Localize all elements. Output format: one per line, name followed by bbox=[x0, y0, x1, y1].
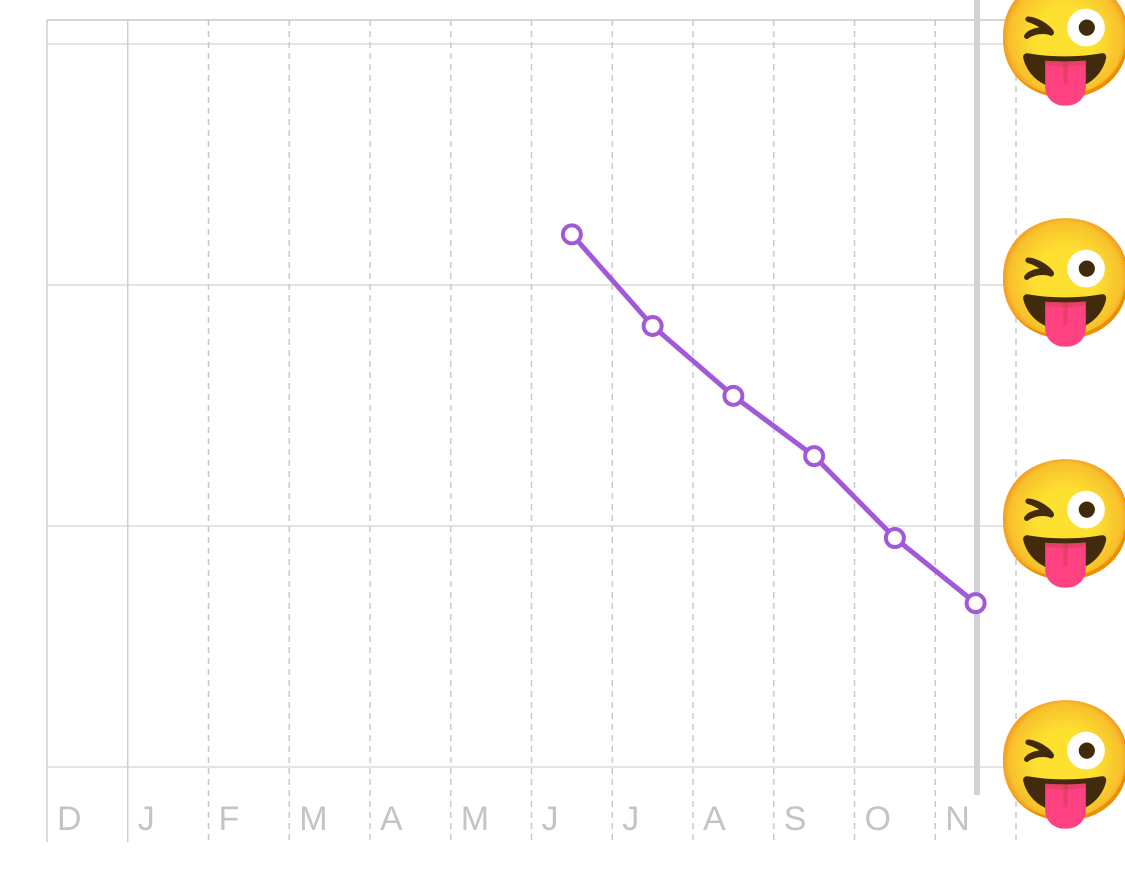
point bbox=[803, 445, 826, 468]
point bbox=[722, 384, 745, 407]
x-tick-label: D bbox=[57, 800, 82, 838]
y-tick-label: 😜 bbox=[993, 696, 1125, 832]
point bbox=[560, 223, 583, 246]
x-tick-label: A bbox=[703, 800, 726, 838]
x-tick-label: J bbox=[542, 800, 559, 838]
y-tick-label: 😜 bbox=[993, 0, 1125, 109]
x-tick-label: S bbox=[784, 800, 807, 838]
y-tick-label: 😜 bbox=[993, 455, 1125, 591]
y-tick-label: 😜 bbox=[993, 214, 1125, 350]
x-tick-label: O bbox=[865, 800, 891, 838]
x-tick-label: M bbox=[461, 800, 489, 838]
x-tick-label: F bbox=[219, 800, 240, 838]
x-tick-label: J bbox=[622, 800, 639, 838]
x-tick-label: A bbox=[380, 800, 403, 838]
point bbox=[964, 592, 987, 615]
x-tick-label: J bbox=[138, 800, 155, 838]
x-tick-label: N bbox=[945, 800, 970, 838]
point bbox=[883, 527, 906, 550]
line bbox=[569, 232, 978, 606]
x-tick-label: M bbox=[299, 800, 327, 838]
point bbox=[641, 314, 664, 337]
